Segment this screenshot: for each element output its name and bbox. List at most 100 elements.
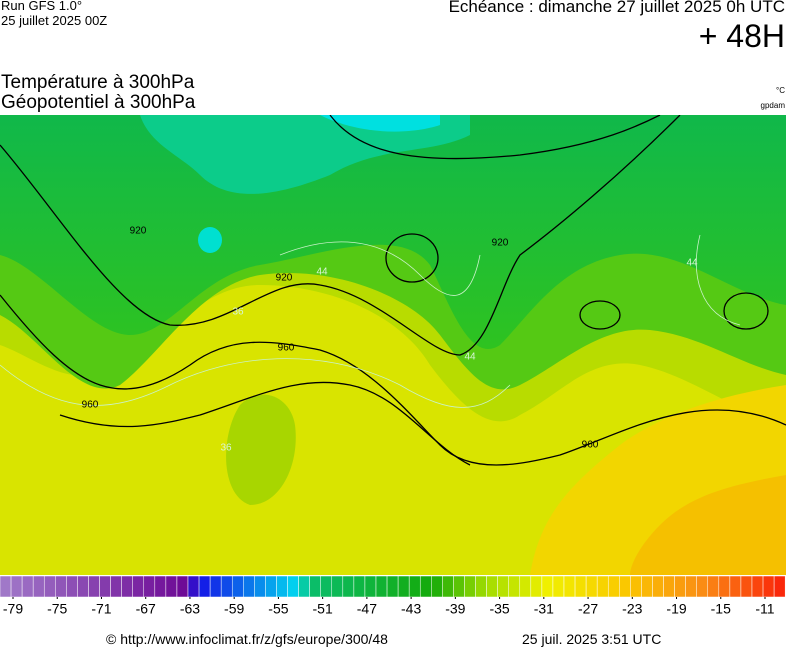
zone [630, 475, 786, 575]
colorbar-swatch [276, 575, 288, 598]
colorbar-swatch [607, 575, 620, 598]
colorbar-swatch [563, 575, 576, 598]
colorbar-label: -19 [666, 601, 686, 617]
colorbar-swatch [397, 575, 410, 598]
colorbar-swatch [685, 575, 697, 598]
colorbar-swatch [298, 575, 310, 598]
colorbar-swatch [453, 575, 465, 598]
colorbar-swatch [320, 575, 333, 598]
colorbar-label: -43 [401, 601, 421, 617]
colorbar-swatch [375, 575, 388, 598]
lead-time: + 48H [698, 18, 785, 54]
colorbar-swatch [21, 575, 34, 598]
colorbar-swatch [309, 575, 321, 598]
map: 920 920 920 960 960 960 44 44 44 36 36 [0, 115, 786, 575]
colorbar-label: -15 [711, 601, 731, 617]
colorbar-swatch [751, 575, 764, 598]
contour-label: 920 [492, 238, 509, 249]
contour-label: 920 [276, 273, 293, 284]
colorbar-swatch [707, 575, 720, 598]
colorbar-label: -71 [91, 601, 111, 617]
colorbar-swatch [419, 575, 432, 598]
colorbar-swatch [0, 575, 12, 598]
colorbar-swatch [99, 575, 111, 598]
zone [320, 115, 440, 132]
colorbar-swatch [353, 575, 366, 598]
colorbar-swatch [132, 575, 145, 598]
colorbar-swatch [773, 575, 786, 598]
colorbar-swatch [364, 575, 377, 598]
colorbar-swatch [121, 575, 133, 598]
colorbar-swatch [220, 575, 233, 598]
colorbar-swatch [552, 575, 565, 598]
colorbar-label: -51 [313, 601, 333, 617]
contour-label: 44 [464, 352, 476, 363]
zone [198, 227, 222, 253]
colorbar-swatch [254, 575, 266, 598]
contour-label: 44 [686, 258, 698, 269]
colorbar-swatch [596, 575, 609, 598]
colorbar-swatch [718, 575, 731, 598]
colorbar-swatch [198, 575, 211, 598]
colorbar-label: -39 [445, 601, 465, 617]
colorbar-swatch [541, 575, 554, 598]
colorbar-swatch [243, 575, 255, 598]
colorbar-swatch [209, 575, 222, 598]
colorbar-swatch [386, 575, 399, 598]
colorbar-swatch [475, 575, 487, 598]
colorbar-label: -23 [622, 601, 642, 617]
run-label: Run GFS 1.0° [1, 0, 83, 13]
colorbar-label: -79 [3, 601, 23, 617]
colorbar-swatch [342, 575, 355, 598]
colorbar-swatch [77, 575, 89, 598]
colorbar-swatch [740, 575, 753, 598]
colorbar-swatch [442, 575, 454, 598]
colorbar-swatch [55, 575, 67, 598]
colorbar-swatch [486, 575, 498, 598]
colorbar-swatch [187, 575, 200, 598]
colorbar-label: -35 [489, 601, 509, 617]
colorbar-swatch [32, 575, 45, 598]
colorbar-swatch [66, 575, 78, 598]
contour-label: 44 [316, 267, 328, 278]
colorbar-swatch [641, 575, 653, 598]
contour-label: 960 [82, 400, 99, 411]
colorbar-swatch [585, 575, 598, 598]
colorbar-swatch [88, 575, 100, 598]
zone [226, 394, 296, 505]
unit: gpdam [760, 101, 785, 110]
colorbar-swatch [176, 575, 189, 598]
unit: °C [776, 86, 785, 95]
colorbar-label: -31 [534, 601, 554, 617]
contour-label: 36 [220, 443, 232, 454]
colorbar-swatch [729, 575, 742, 598]
contours [0, 115, 786, 466]
colorbar-label: -59 [224, 601, 244, 617]
contour-label: 36 [232, 307, 244, 318]
title: Température à 300hPa [1, 72, 195, 93]
colorbar-swatch [165, 575, 178, 598]
colorbar-swatch [519, 575, 532, 598]
title: Géopotentiel à 300hPa [1, 92, 196, 113]
colorbar-swatch [154, 575, 167, 598]
footer-timestamp: 25 juil. 2025 3:51 UTC [522, 631, 662, 647]
colorbar: -79 -75 -71 -67 -63 -59 -55 -51 -47 -43 -39 -35 -31 -… [0, 575, 786, 617]
colorbar-swatch [652, 575, 664, 598]
colorbar-swatch [530, 575, 543, 598]
contour-label: 960 [278, 343, 295, 354]
contour-label: 960 [582, 440, 599, 451]
colorbar-label: -27 [578, 601, 598, 617]
colorbar-label: -11 [755, 601, 774, 617]
run-date: 25 juillet 2025 00Z [1, 13, 108, 28]
colorbar-swatch [43, 575, 56, 598]
colorbar-swatch [464, 575, 476, 598]
colorbar-label: -63 [180, 601, 200, 617]
echeance: Echéance : dimanche 27 juillet 2025 0h U… [448, 0, 785, 16]
isotherms [0, 234, 741, 408]
colorbar-swatch [110, 575, 122, 598]
zone [0, 115, 786, 349]
colorbar-swatch [497, 575, 509, 598]
colorbar-swatch [663, 575, 675, 598]
colorbar-swatch [10, 575, 23, 598]
